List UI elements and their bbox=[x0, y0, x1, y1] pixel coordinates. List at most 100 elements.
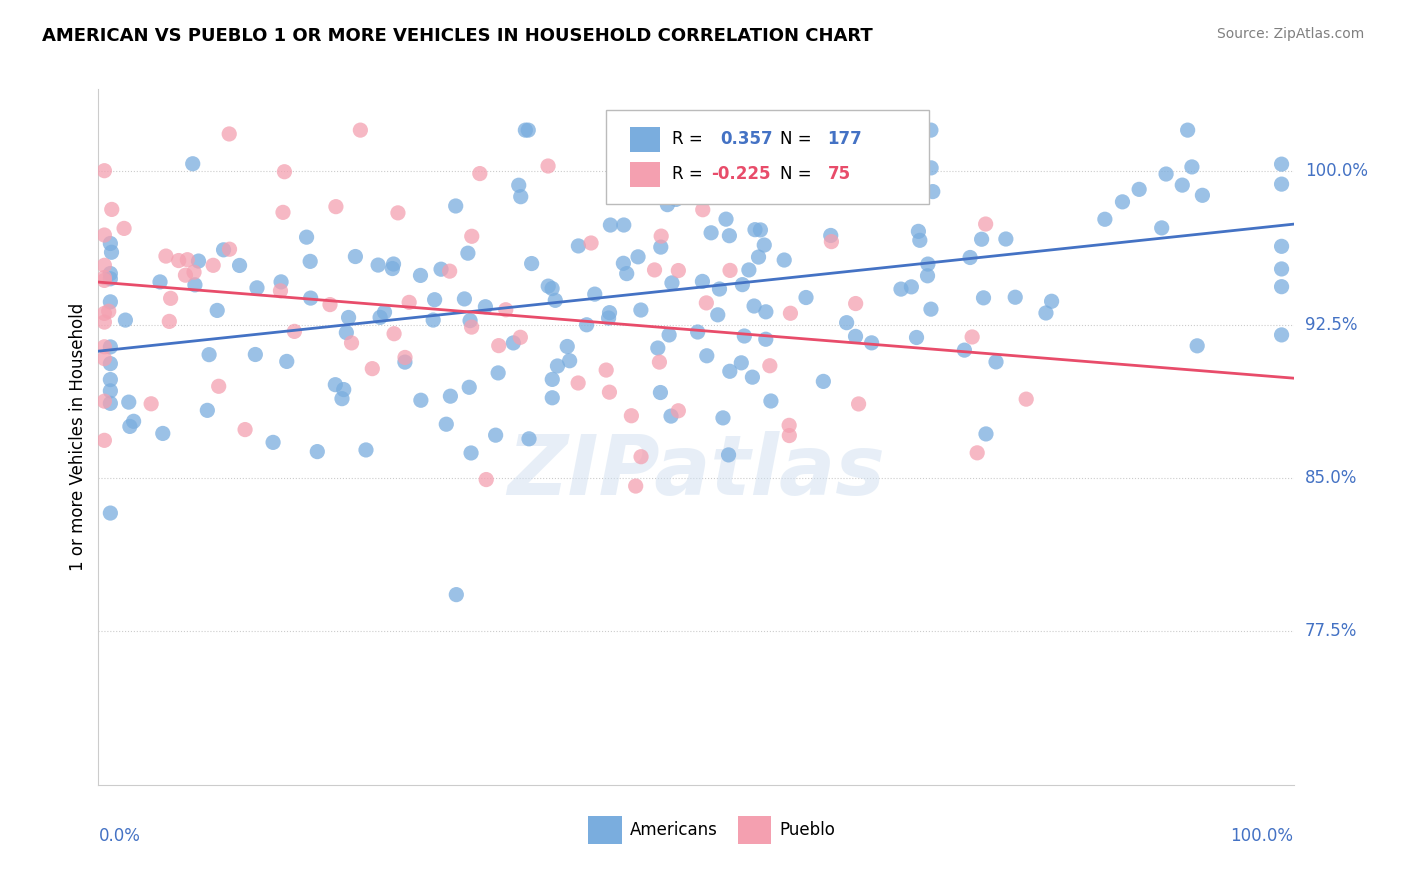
Americans bbox=[860, 335, 883, 350]
Americans bbox=[152, 426, 174, 441]
Americans bbox=[1004, 290, 1026, 304]
Americans bbox=[184, 277, 207, 292]
Text: -0.225: -0.225 bbox=[711, 165, 770, 183]
Text: R =: R = bbox=[672, 130, 709, 148]
Americans bbox=[770, 138, 793, 153]
Americans bbox=[613, 218, 636, 232]
Americans bbox=[485, 428, 508, 442]
Americans bbox=[994, 232, 1017, 246]
Americans bbox=[1150, 220, 1173, 235]
Pueblo bbox=[495, 302, 517, 317]
Americans bbox=[894, 184, 917, 198]
Pueblo bbox=[439, 264, 461, 278]
Pueblo bbox=[648, 355, 671, 369]
Americans bbox=[808, 129, 831, 144]
Pueblo bbox=[100, 202, 122, 217]
Americans bbox=[299, 291, 322, 305]
Americans bbox=[509, 190, 531, 204]
Americans bbox=[368, 310, 391, 325]
Pueblo bbox=[509, 330, 531, 344]
Americans bbox=[98, 272, 122, 286]
Americans bbox=[270, 275, 292, 289]
Pueblo bbox=[283, 325, 305, 339]
Americans bbox=[246, 281, 269, 295]
Text: AMERICAN VS PUEBLO 1 OR MORE VEHICLES IN HOUSEHOLD CORRELATION CHART: AMERICAN VS PUEBLO 1 OR MORE VEHICLES IN… bbox=[42, 27, 873, 45]
Americans bbox=[1040, 294, 1063, 309]
Pueblo bbox=[848, 397, 870, 411]
Pueblo bbox=[93, 434, 115, 448]
Americans bbox=[458, 380, 481, 394]
Americans bbox=[709, 282, 731, 296]
Pueblo bbox=[488, 338, 510, 352]
Americans bbox=[759, 394, 782, 409]
Americans bbox=[820, 228, 842, 243]
Americans bbox=[890, 282, 912, 296]
Americans bbox=[1271, 157, 1294, 171]
Americans bbox=[630, 303, 652, 318]
Pueblo bbox=[93, 258, 115, 272]
Americans bbox=[276, 354, 298, 368]
Americans bbox=[747, 250, 769, 264]
Pueblo bbox=[1015, 392, 1038, 406]
Pueblo bbox=[778, 418, 800, 433]
Text: 177: 177 bbox=[827, 130, 862, 148]
Pueblo bbox=[319, 297, 342, 311]
Americans bbox=[541, 391, 564, 405]
Pueblo bbox=[325, 200, 347, 214]
Pueblo bbox=[183, 265, 205, 279]
Americans bbox=[714, 212, 737, 227]
Americans bbox=[453, 292, 475, 306]
Americans bbox=[299, 254, 322, 268]
Americans bbox=[114, 313, 136, 327]
Americans bbox=[754, 238, 776, 252]
Pueblo bbox=[93, 394, 115, 409]
Americans bbox=[1154, 167, 1177, 181]
Pueblo bbox=[93, 340, 115, 354]
Pueblo bbox=[93, 270, 115, 285]
Americans bbox=[755, 305, 778, 319]
Pueblo bbox=[167, 253, 190, 268]
Americans bbox=[228, 259, 250, 273]
Text: ZIPatlas: ZIPatlas bbox=[508, 432, 884, 512]
Americans bbox=[544, 293, 567, 308]
Bar bbox=[630, 128, 661, 152]
Americans bbox=[434, 417, 457, 432]
Americans bbox=[659, 409, 682, 423]
Pueblo bbox=[269, 284, 291, 298]
Americans bbox=[731, 178, 754, 193]
Americans bbox=[98, 340, 122, 354]
Americans bbox=[430, 262, 453, 277]
Text: 75: 75 bbox=[827, 165, 851, 183]
Americans bbox=[98, 294, 122, 309]
Text: 0.357: 0.357 bbox=[720, 130, 772, 148]
Americans bbox=[187, 254, 209, 268]
Americans bbox=[515, 123, 537, 137]
Pueblo bbox=[779, 306, 801, 320]
Pueblo bbox=[644, 263, 666, 277]
Y-axis label: 1 or more Vehicles in Household: 1 or more Vehicles in Household bbox=[69, 303, 87, 571]
Americans bbox=[517, 123, 540, 137]
Pueblo bbox=[650, 229, 672, 244]
Americans bbox=[984, 355, 1007, 369]
Americans bbox=[575, 318, 598, 332]
Pueblo bbox=[340, 335, 363, 350]
Americans bbox=[748, 183, 770, 197]
Americans bbox=[460, 446, 482, 460]
Pueblo bbox=[567, 376, 589, 390]
Americans bbox=[307, 444, 329, 458]
Americans bbox=[959, 251, 981, 265]
Pueblo bbox=[93, 306, 115, 320]
Americans bbox=[718, 228, 741, 243]
Americans bbox=[711, 410, 734, 425]
Americans bbox=[1111, 194, 1133, 209]
Americans bbox=[181, 157, 204, 171]
Americans bbox=[98, 396, 122, 410]
Americans bbox=[567, 239, 589, 253]
Americans bbox=[1271, 262, 1294, 277]
Americans bbox=[858, 123, 880, 137]
Americans bbox=[541, 281, 564, 295]
Americans bbox=[794, 188, 817, 202]
Americans bbox=[555, 339, 578, 353]
Text: N =: N = bbox=[780, 165, 817, 183]
Pueblo bbox=[960, 330, 983, 344]
